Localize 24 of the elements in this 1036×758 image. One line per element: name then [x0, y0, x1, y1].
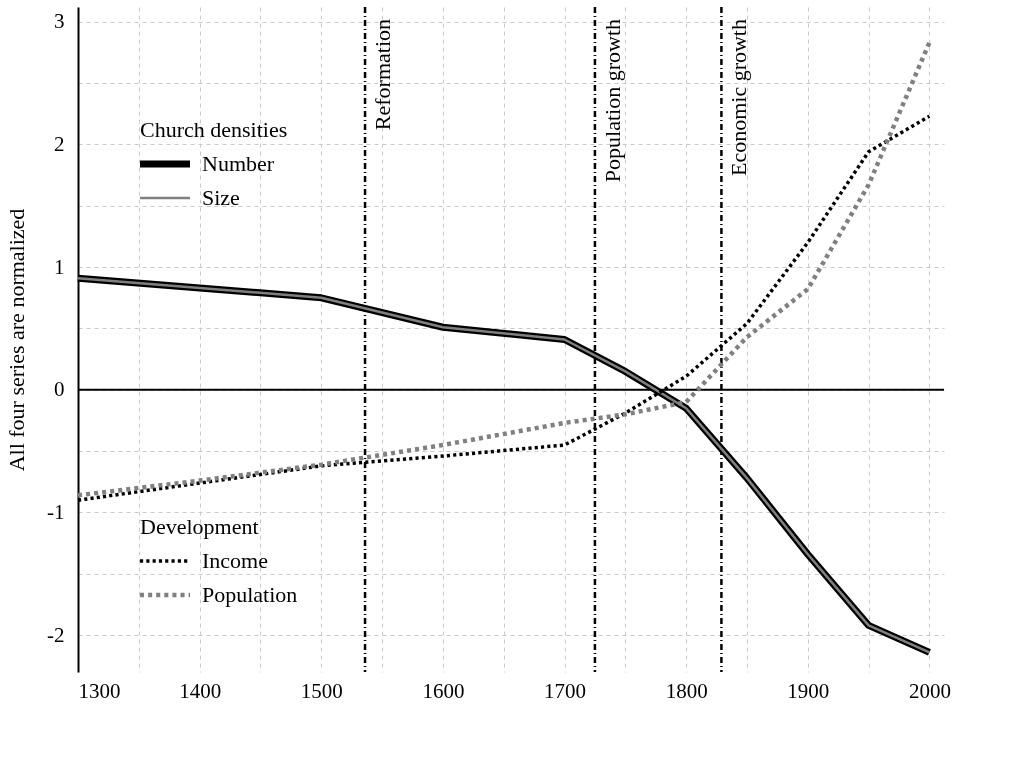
- x-tick-label: 1400: [179, 678, 222, 703]
- x-tick-label: 2000: [908, 678, 951, 703]
- x-tick-label: 1600: [422, 678, 465, 703]
- x-tick-label: 1500: [300, 678, 343, 703]
- x-tick-label: 1900: [787, 678, 830, 703]
- x-tick-label: 1300: [78, 678, 121, 703]
- y-tick-label: 2: [54, 131, 65, 156]
- ref-line-label: Reformation: [370, 19, 396, 131]
- x-tick-label: 1700: [544, 678, 587, 703]
- y-tick-label: 1: [54, 254, 65, 279]
- legend-label: Number: [202, 151, 275, 176]
- legend-label: Population: [202, 582, 298, 607]
- ref-line-label: Economic growth: [726, 19, 752, 177]
- y-tick-label: 0: [54, 377, 65, 402]
- ref-line-label: Population growth: [599, 19, 625, 183]
- y-tick-label: 3: [54, 9, 65, 34]
- y-tick-label: -1: [47, 500, 65, 524]
- y-tick-label: -2: [47, 622, 65, 647]
- x-tick-label: 1800: [665, 678, 708, 703]
- text: Development: [140, 514, 259, 539]
- text: Church densities: [140, 117, 288, 142]
- legend-label: Income: [202, 548, 268, 573]
- y-axis-title: All four series are normalized: [4, 208, 30, 472]
- legend-label: Size: [202, 185, 240, 210]
